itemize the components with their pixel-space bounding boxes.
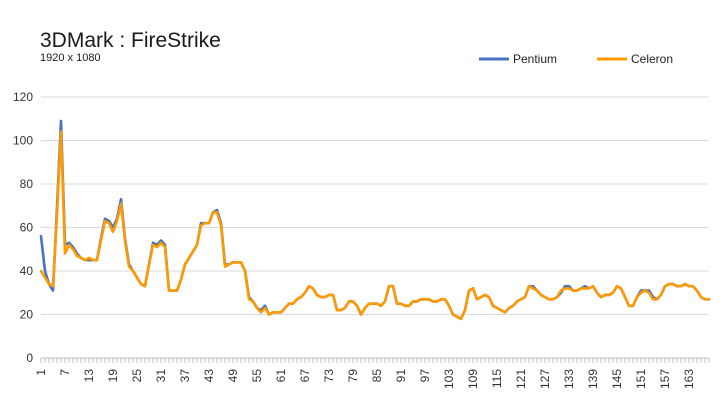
x-tick-label: 97: [418, 369, 432, 383]
x-tick-label: 163: [682, 369, 696, 389]
x-tick-label: 85: [370, 369, 384, 383]
x-tick-label: 145: [610, 369, 624, 389]
x-tick-label: 37: [178, 369, 192, 383]
legend: Pentium Celeron: [479, 52, 673, 66]
x-tick-label: 25: [130, 369, 144, 383]
x-tick-label: 67: [298, 369, 312, 383]
y-tick-label: 0: [26, 351, 33, 365]
x-tick-label: 139: [586, 369, 600, 389]
y-tick-label: 80: [20, 177, 34, 191]
x-tick-label: 127: [538, 369, 552, 389]
series-lines: [39, 119, 711, 321]
gridlines: [41, 96, 709, 315]
y-tick-label: 120: [13, 90, 33, 104]
x-tick-label: 19: [106, 369, 120, 383]
x-tick-label: 55: [250, 369, 264, 383]
x-tick-label: 121: [514, 369, 528, 389]
x-tick-label: 109: [466, 369, 480, 389]
x-tick-label: 151: [634, 369, 648, 389]
x-tick-label: 31: [154, 369, 168, 383]
y-tick-label: 60: [20, 221, 34, 235]
x-tick-label: 115: [490, 369, 504, 388]
y-tick-label: 100: [13, 134, 33, 148]
x-tick-label: 61: [274, 369, 288, 383]
chart-title: 3DMark : FireStrike: [40, 29, 221, 52]
y-axis-tick-labels: 0 20 40 60 80 100 120: [13, 90, 33, 365]
x-tick-label: 13: [82, 369, 96, 383]
legend-label-pentium: Pentium: [513, 52, 557, 66]
x-tick-label: 73: [322, 369, 336, 383]
x-tick-label: 79: [346, 369, 360, 383]
x-tick-label: 49: [226, 369, 240, 383]
x-tick-label: 43: [202, 369, 216, 383]
x-tick-label: 103: [442, 369, 456, 389]
chart-subtitle: 1920 x 1080: [40, 52, 101, 64]
x-tick-label: 1: [34, 369, 48, 376]
y-tick-label: 20: [20, 308, 34, 322]
x-tick-label: 133: [562, 369, 576, 389]
x-axis-tick-labels: 1 7 13 19 25 31 37 43 49 55 61 67 73 79 85 91 97 103 109 11…: [34, 369, 696, 389]
x-tick-label: 7: [58, 369, 72, 376]
series-line-pentium: [39, 119, 711, 321]
legend-label-celeron: Celeron: [631, 52, 673, 66]
x-tick-label: 91: [394, 369, 408, 383]
y-tick-label: 40: [20, 264, 34, 278]
series-line-celeron: [39, 130, 711, 321]
x-tick-label: 157: [658, 369, 672, 389]
axes: [40, 357, 710, 363]
